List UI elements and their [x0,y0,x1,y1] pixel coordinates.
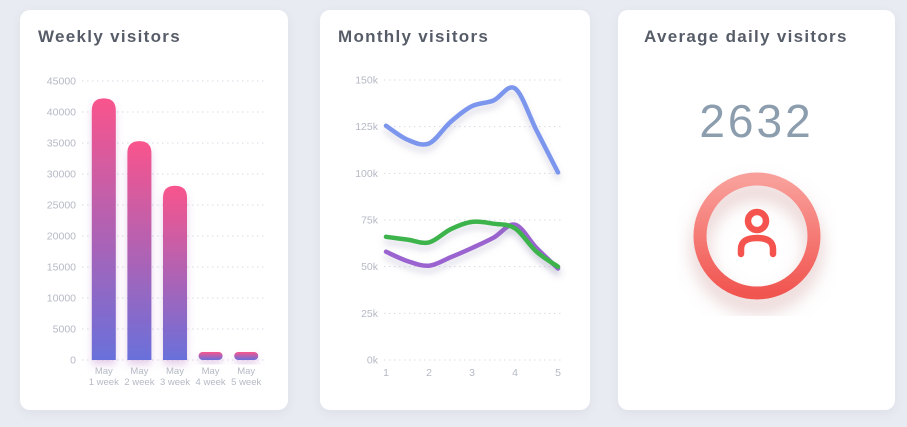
x-category-label: May [130,366,148,377]
x-tick-label: 4 [512,367,518,379]
ring-circle [693,172,821,300]
y-tick-label: 35000 [47,138,76,150]
x-category-label: 2 week [124,377,154,388]
x-category-label: May [202,366,220,377]
average-daily-visitors-card: Average daily visitors 2632 [618,10,895,410]
weekly-card-title: Weekly visitors [38,27,181,46]
x-tick-label: 3 [469,367,475,379]
bar [198,351,223,360]
weekly-bar-chart-svg: 0 5000 10000 15000 20000 25000 30000 35000 40000… [47,76,264,388]
x-category-label: 3 week [160,377,190,388]
x-tick-label: 1 [383,367,389,379]
bar [127,141,152,360]
line-series-blue [383,85,561,175]
monthly-visitors-line-chart: 0k 25k 50k 75k 100k 125k 150k 1 2 3 4 5 [330,60,580,390]
weekly-visitors-bar-chart: 0 5000 10000 15000 20000 25000 30000 35000 40000… [32,60,272,390]
y-tick-label: 125k [355,121,379,133]
x-category-label: May [237,366,255,377]
y-tick-label: 0 [70,355,76,367]
y-tick-label: 50k [361,261,379,273]
x-category-label: May [166,366,184,377]
average-daily-visitors-value: 2632 [699,95,814,147]
weekly-visitors-card: Weekly visitors 0 5000 10000 15000 20000 2500… [20,10,288,410]
y-tick-label: 40000 [47,107,76,119]
y-tick-label: 75k [361,215,379,227]
bar [91,98,116,361]
average-card-title: Average daily visitors [644,27,848,46]
y-tick-label: 30000 [47,169,76,181]
visitor-ring-svg [693,172,821,300]
x-tick-label: 5 [555,367,561,379]
x-category-label: May [95,366,113,377]
x-category-label: 4 week [196,377,226,388]
y-tick-label: 15000 [47,262,76,274]
monthly-line-chart-svg: 0k 25k 50k 75k 100k 125k 150k 1 2 3 4 5 [355,75,562,379]
x-tick-label: 2 [426,367,432,379]
monthly-card-title: Monthly visitors [338,27,490,46]
bar [234,351,259,360]
y-tick-label: 150k [355,75,379,87]
y-tick-label: 45000 [47,76,76,88]
person-icon [737,208,777,258]
x-category-label: 1 week [89,377,119,388]
x-category-label: 5 week [231,377,261,388]
bar [163,185,187,360]
y-tick-label: 100k [355,168,379,180]
y-tick-label: 25000 [47,200,76,212]
visitor-ring-badge [677,156,837,316]
line-series-green [383,219,561,269]
y-tick-label: 10000 [47,293,76,305]
line-series-purple [383,222,561,271]
y-tick-label: 20000 [47,231,76,243]
y-tick-label: 5000 [53,324,77,336]
monthly-visitors-card: Monthly visitors 0k 25k 50k 75k 100k 125k 150k… [320,10,590,410]
y-tick-label: 0k [367,355,379,367]
y-tick-label: 25k [361,308,379,320]
